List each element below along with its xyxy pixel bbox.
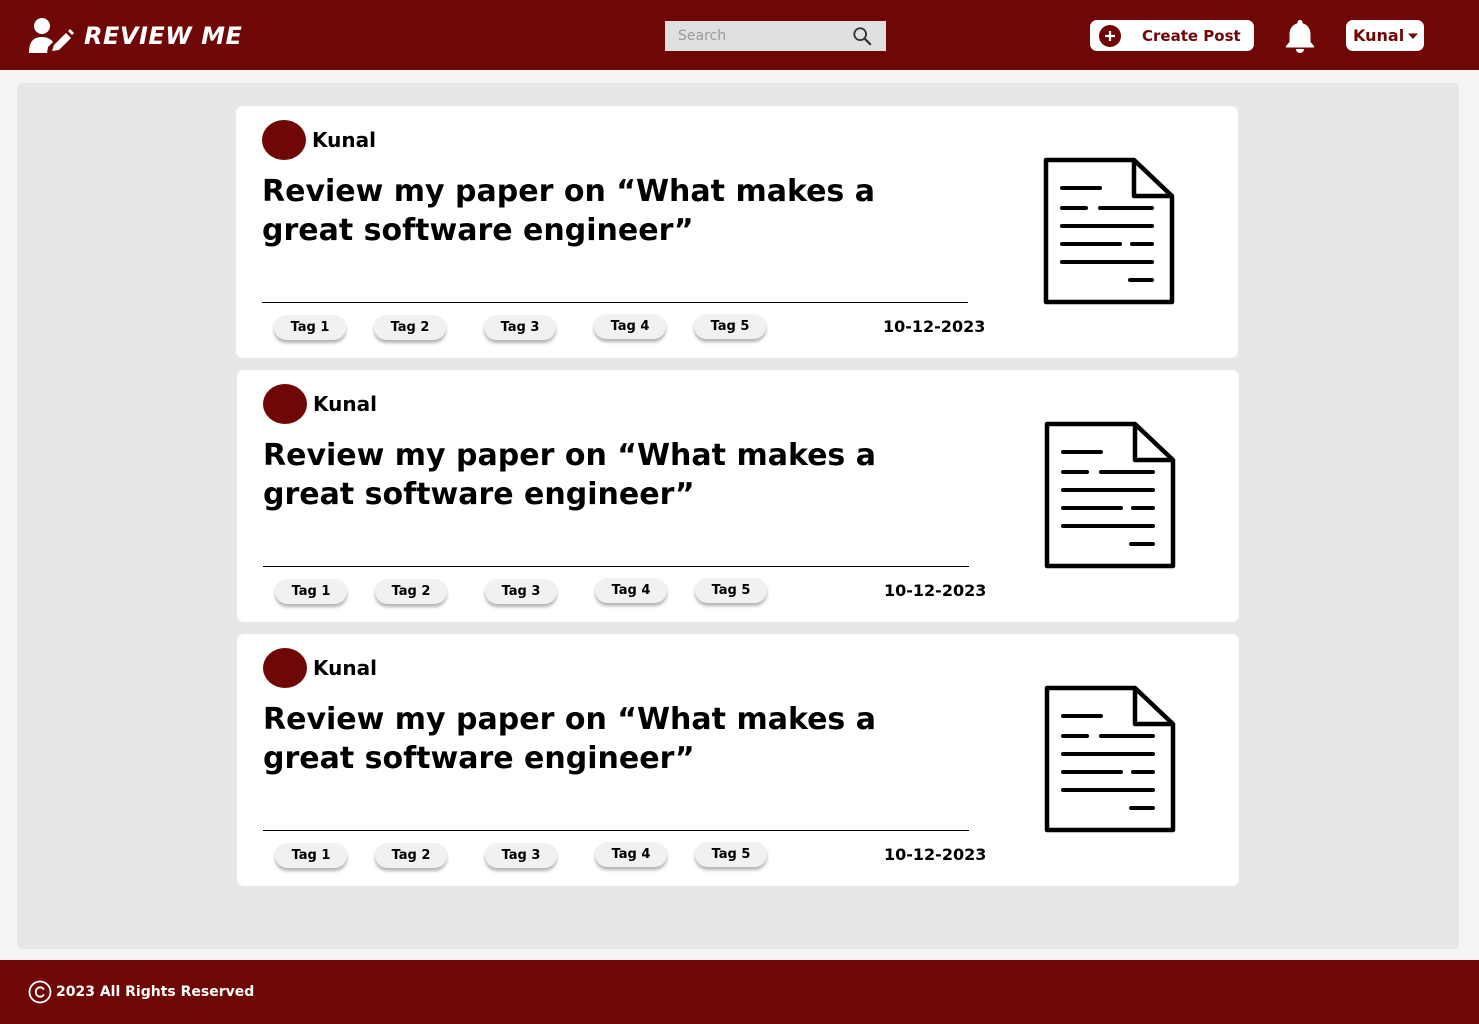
tag-chip[interactable]: Tag 3: [485, 843, 557, 868]
avatar: [262, 120, 306, 160]
divider: [263, 566, 969, 567]
post-card[interactable]: Kunal Review my paper on “What makes a g…: [237, 634, 1239, 886]
tag-chip[interactable]: Tag 4: [594, 314, 666, 339]
avatar: [263, 648, 307, 688]
caret-down-icon: [1408, 33, 1419, 39]
tag-chip[interactable]: Tag 1: [274, 315, 346, 340]
post-author[interactable]: Kunal: [263, 648, 377, 688]
user-name: Kunal: [1353, 26, 1405, 45]
author-name: Kunal: [313, 392, 377, 416]
user-menu-dropdown[interactable]: Kunal: [1346, 20, 1424, 51]
tag-chip[interactable]: Tag 4: [595, 578, 667, 603]
tag-chip[interactable]: Tag 3: [485, 579, 557, 604]
tag-chip[interactable]: Tag 3: [484, 315, 556, 340]
post-author[interactable]: Kunal: [262, 120, 376, 160]
author-name: Kunal: [312, 128, 376, 152]
divider: [263, 830, 969, 831]
post-card[interactable]: Kunal Review my paper on “What makes a g…: [236, 106, 1238, 358]
footer: 2023 All Rights Reserved: [0, 960, 1479, 1024]
tag-chip[interactable]: Tag 1: [275, 579, 347, 604]
post-date: 10-12-2023: [883, 317, 986, 336]
post-title[interactable]: Review my paper on “What makes a great s…: [263, 702, 876, 776]
search-icon[interactable]: [852, 25, 872, 47]
post-date: 10-12-2023: [884, 581, 987, 600]
post-title[interactable]: Review my paper on “What makes a great s…: [262, 174, 875, 248]
document-icon[interactable]: [1042, 156, 1176, 306]
top-navigation-bar: REVIEW ME Create Post Kunal: [0, 0, 1479, 70]
create-post-label: Create Post: [1142, 26, 1241, 45]
create-post-button[interactable]: Create Post: [1090, 20, 1254, 51]
copyright-icon: [28, 980, 52, 1004]
document-icon[interactable]: [1043, 420, 1177, 570]
plus-circle-icon: [1099, 24, 1121, 47]
tag-chip[interactable]: Tag 1: [275, 843, 347, 868]
avatar: [263, 384, 307, 424]
tag-chip[interactable]: Tag 5: [695, 578, 767, 603]
post-card[interactable]: Kunal Review my paper on “What makes a g…: [237, 370, 1239, 622]
post-title[interactable]: Review my paper on “What makes a great s…: [263, 438, 876, 512]
bell-icon[interactable]: [1283, 18, 1317, 54]
post-date: 10-12-2023: [884, 845, 987, 864]
divider: [262, 302, 968, 303]
brand[interactable]: REVIEW ME: [28, 18, 242, 54]
tag-chip[interactable]: Tag 5: [694, 314, 766, 339]
author-name: Kunal: [313, 656, 377, 680]
tag-chip[interactable]: Tag 4: [595, 842, 667, 867]
tag-chip[interactable]: Tag 2: [375, 843, 447, 868]
copyright-text: 2023 All Rights Reserved: [56, 984, 255, 1000]
search-input[interactable]: [665, 21, 852, 51]
brand-name: REVIEW ME: [84, 22, 243, 50]
user-edit-icon: [29, 18, 74, 53]
tag-chip[interactable]: Tag 5: [695, 842, 767, 867]
document-icon[interactable]: [1043, 684, 1177, 834]
main-content: Kunal Review my paper on “What makes a g…: [17, 83, 1459, 949]
post-author[interactable]: Kunal: [263, 384, 377, 424]
tag-chip[interactable]: Tag 2: [374, 315, 446, 340]
search-box: [665, 21, 886, 51]
tag-chip[interactable]: Tag 2: [375, 579, 447, 604]
